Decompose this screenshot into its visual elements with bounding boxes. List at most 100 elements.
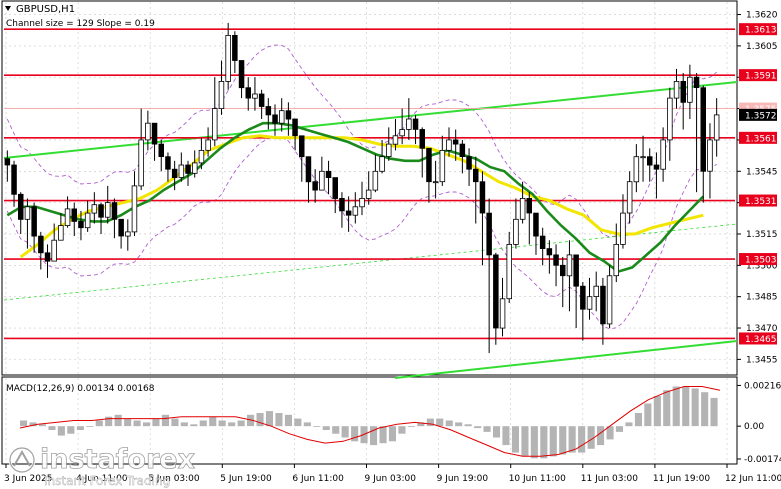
level-label-text: 1.3561 [745,134,777,144]
candle-body [399,129,405,137]
candle-body [272,114,278,124]
candle-body [125,231,131,237]
macd-histogram-bar [322,426,330,430]
macd-histogram-bar [606,426,614,440]
candle-body [412,118,419,130]
candle-body [218,81,225,110]
candle-body [707,139,713,172]
macd-histogram-bar [625,422,633,427]
macd-histogram-bar [124,418,132,427]
macd-histogram-bar [199,420,207,427]
macd-histogram-bar [568,426,576,453]
candle-body [158,143,164,158]
candle-body [24,206,31,220]
macd-histogram-bar [275,413,283,427]
candle-body [305,156,312,183]
macd-histogram-bar [143,422,151,427]
dropdown-arrow-icon[interactable] [5,6,11,11]
macd-histogram-bar [521,426,529,457]
candle-body [680,81,687,103]
candle-body [452,139,459,145]
candle-body [325,170,332,179]
candle-body [11,164,17,195]
candle-body [580,285,586,310]
price-pane [1,0,738,376]
candle-body [459,143,466,158]
candle-body [553,254,559,266]
macd-histogram-bar [38,424,46,427]
macd-tick-label: 0.00216 [744,381,781,391]
macd-histogram-bar [455,422,463,427]
watermark-brand: instaforex [40,444,195,475]
macd-histogram-bar [190,424,198,427]
candles [4,22,720,354]
candle-body [647,156,653,166]
candle-body [406,118,412,130]
level-label-text: 1.3591 [745,72,777,82]
candle-body [84,212,91,229]
macd-histogram-bar [370,426,378,446]
candle-body [319,170,325,191]
macd-histogram-bar [634,413,642,427]
candle-body [292,118,298,137]
regression-channel [3,81,738,379]
macd-histogram-bar [691,388,699,427]
price-axis: 1.36201.36051.35901.35751.35601.35451.35… [737,11,778,365]
candle-body [312,181,318,191]
candle-body [138,139,144,187]
x-tick-label: 5 Jun 19:00 [220,474,272,484]
x-tick-label: 6 Jun 11:00 [292,474,344,484]
candle-body [566,254,573,277]
macd-histogram-bar [332,426,340,434]
macd-histogram-bar [597,426,605,446]
level-label-box [739,23,777,36]
macd-histogram-bar [180,422,188,427]
candle-body [379,156,385,172]
candle-body [78,220,84,229]
macd-histogram-bar [559,426,567,455]
candle-body [44,252,51,262]
candle-body [252,93,258,99]
candle-body [98,204,104,218]
candle-body [539,235,546,250]
x-tick-label: 5 Jun 03:00 [148,474,200,484]
macd-histogram-bar [209,416,217,427]
macd-histogram-bar [445,420,453,427]
macd-histogram-bar [417,422,425,427]
channel-info: Channel size = 129 Slope = 0.19 [6,19,155,29]
grid [4,2,735,463]
candle-body [352,206,359,216]
channel-upper-line [3,81,738,159]
macd-histogram-bar [398,426,406,434]
channel-mid-line [3,223,738,301]
candle-body [185,164,191,174]
candle-body [145,122,151,141]
macd-histogram-bar [256,413,264,427]
macd-histogram-bar [615,426,623,432]
level-label-text: 1.3613 [745,26,777,36]
candle-body [513,218,519,245]
macd-histogram-bar [464,424,472,427]
candle-body [667,97,673,141]
candle-body [17,193,24,220]
candle-body [151,122,158,145]
macd-histogram-bar [95,420,103,427]
macd-histogram-bar [105,416,113,427]
macd-histogram-bar [474,426,482,429]
candle-body [359,197,365,208]
candle-body [385,143,392,158]
candle-body [493,254,499,329]
macd-histogram-bar [313,426,321,427]
macd-histogram-bar [578,426,586,453]
macd-histogram-bar [351,426,359,442]
macd-histogram-bar [407,426,415,427]
level-label-text: 1.3531 [745,197,777,207]
candle-body [245,87,251,99]
candle-body [171,168,178,178]
candle-body [472,168,479,183]
macd-histogram-bar [672,386,680,427]
macd-histogram-bar [303,422,311,427]
level-label-box [739,69,777,82]
candle-body [446,139,452,151]
